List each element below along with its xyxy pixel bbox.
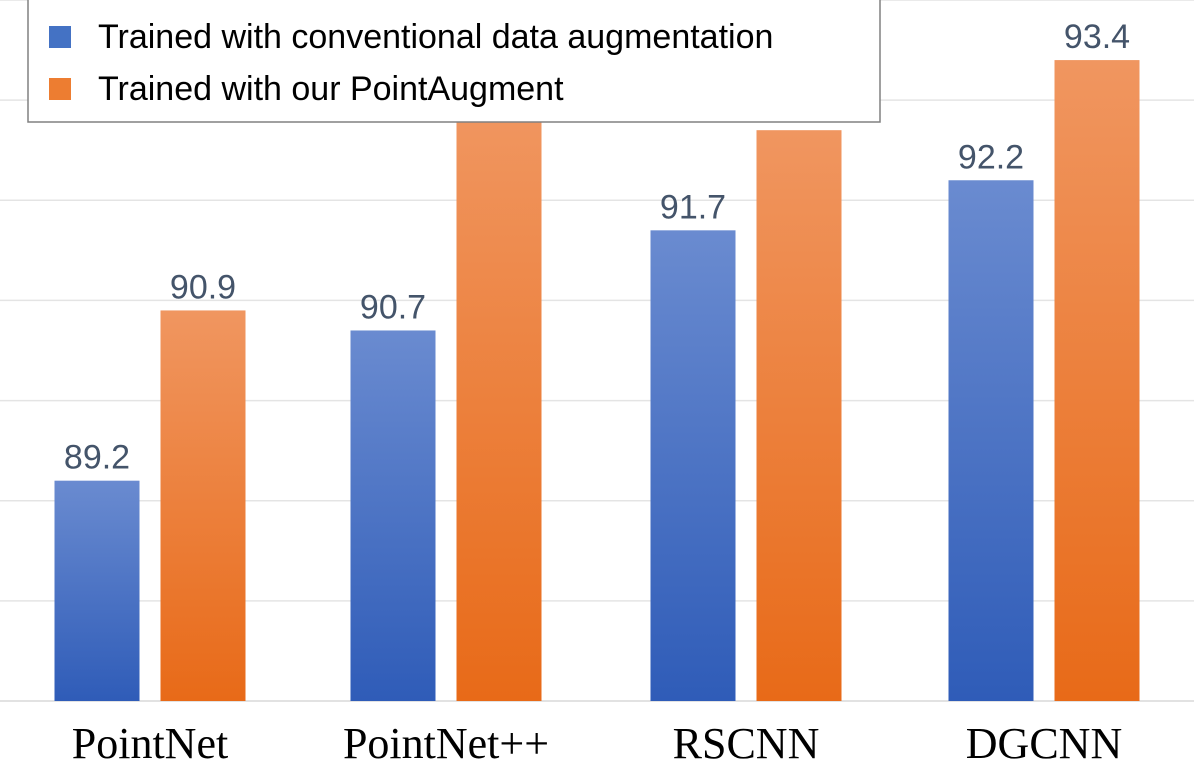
data-label-dgcnn-series-2: 93.4 — [1064, 18, 1130, 56]
category-label-dgcnn: DGCNN — [966, 719, 1122, 760]
legend-frame — [27, 0, 881, 123]
data-label-pointnet-series-2: 90.9 — [170, 268, 236, 306]
category-label-rscnn: RSCNN — [673, 719, 820, 760]
bar-dgcnn-series-2 — [1054, 60, 1140, 702]
bar-dgcnn-series-1 — [948, 180, 1034, 701]
category-label-pointnet-plus-plus: PointNet++ — [343, 719, 549, 760]
legend-swatch-pointaugment — [49, 78, 71, 100]
bar-rscnn-series-2 — [756, 130, 842, 701]
category-label-pointnet: PointNet — [72, 719, 228, 760]
bars — [54, 60, 1140, 702]
bar-pointnet-series-2 — [160, 310, 246, 701]
bar-pointnet-plus-plus-series-1 — [350, 330, 436, 701]
bar-pointnet-plus-plus-series-2 — [456, 110, 542, 701]
legend-label-pointaugment: Trained with our PointAugment — [98, 70, 564, 108]
data-label-pointnet-series-1: 89.2 — [64, 439, 130, 477]
data-label-rscnn-series-1: 91.7 — [660, 188, 726, 226]
data-label-dgcnn-series-1: 92.2 — [958, 138, 1024, 176]
legend-label-conventional: Trained with conventional data augmentat… — [98, 18, 773, 56]
bar-pointnet-series-1 — [54, 480, 140, 701]
legend-swatch-conventional — [49, 26, 71, 48]
category-axis: PointNet PointNet++ RSCNN DGCNN — [72, 719, 1122, 760]
data-label-pointnet-plus-plus-series-1: 90.7 — [360, 288, 426, 326]
legend: Trained with conventional data augmentat… — [27, 0, 881, 123]
bar-rscnn-series-1 — [650, 230, 736, 702]
